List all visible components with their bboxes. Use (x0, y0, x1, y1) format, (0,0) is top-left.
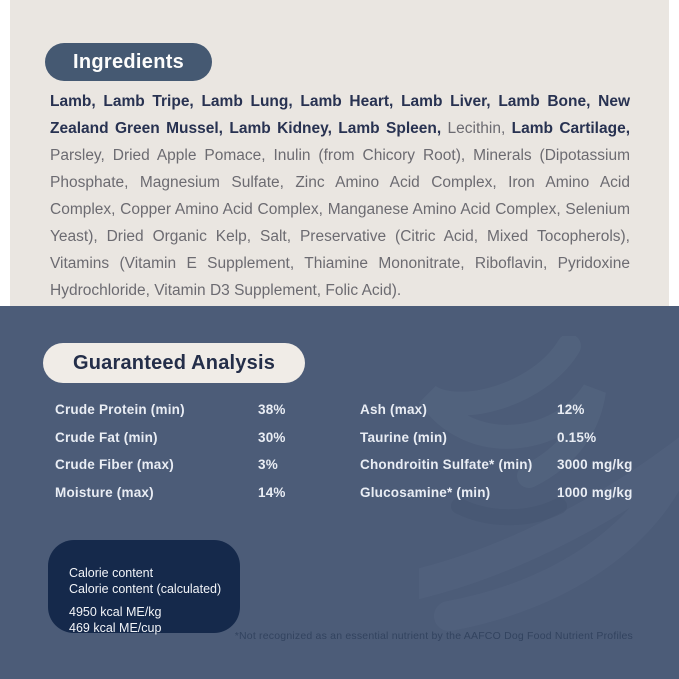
analysis-row: Crude Fiber (max) 3% (55, 457, 360, 473)
aafco-footnote: *Not recognized as an essential nutrient… (234, 630, 633, 642)
ingredients-paragraph: Lamb, Lamb Tripe, Lamb Lung, Lamb Heart,… (50, 88, 630, 304)
analysis-row: Crude Fat (min) 30% (55, 430, 360, 446)
analysis-value: 0.15% (557, 429, 597, 445)
analysis-table: Crude Protein (min) 38% Crude Fat (min) … (55, 402, 639, 512)
ingredients-badge-label: Ingredients (73, 50, 185, 73)
analysis-label: Crude Fat (min) (55, 429, 158, 445)
analysis-value: 3000 mg/kg (557, 457, 633, 472)
ingredients-segment: Lamb, Lamb Tripe, Lamb Lung, Lamb Heart,… (50, 93, 630, 137)
analysis-label: Crude Fiber (max) (55, 457, 174, 472)
analysis-row: Ash (max) 12% (360, 402, 639, 418)
guaranteed-analysis-badge-label: Guaranteed Analysis (73, 351, 276, 374)
calorie-values: 4950 kcal ME/kg 469 kcal ME/cup (69, 604, 240, 636)
analysis-row: Moisture (max) 14% (55, 485, 360, 501)
analysis-value: 30% (258, 429, 286, 445)
calorie-value-kg: 4950 kcal ME/kg (69, 605, 162, 619)
ingredients-section: Ingredients Lamb, Lamb Tripe, Lamb Lung,… (10, 0, 669, 306)
calorie-content-line: Calorie content (calculated) (69, 582, 222, 596)
analysis-value: 14% (258, 484, 286, 500)
calorie-value-cup: 469 kcal ME/cup (69, 621, 162, 635)
ingredients-segment: Lecithin, (447, 120, 512, 137)
analysis-value: 3% (258, 457, 278, 472)
guaranteed-analysis-badge: Guaranteed Analysis (43, 343, 306, 383)
analysis-column-left: Crude Protein (min) 38% Crude Fat (min) … (55, 402, 360, 512)
guaranteed-analysis-section: Guaranteed Analysis Crude Protein (min) … (0, 306, 679, 679)
analysis-label: Crude Protein (min) (55, 402, 185, 417)
analysis-label: Ash (max) (360, 402, 428, 417)
analysis-row: Chondroitin Sulfate* (min) 3000 mg/kg (360, 457, 639, 473)
ingredients-badge: Ingredients (45, 43, 213, 81)
ingredients-segment: Parsley, Dried Apple Pomace, Inulin (fro… (50, 147, 630, 299)
analysis-label: Moisture (max) (55, 484, 154, 500)
analysis-row: Crude Protein (min) 38% (55, 402, 360, 418)
analysis-label: Glucosamine* (min) (360, 484, 491, 500)
calorie-content-box: Calorie content Calorie content (calcula… (48, 540, 240, 636)
analysis-column-right: Ash (max) 12% Taurine (min) 0.15% Chondr… (360, 402, 639, 512)
analysis-label: Chondroitin Sulfate* (min) (360, 457, 533, 472)
analysis-label: Taurine (min) (360, 429, 448, 445)
analysis-row: Taurine (min) 0.15% (360, 430, 639, 446)
calorie-content-line: Calorie content (69, 566, 154, 580)
analysis-row: Glucosamine* (min) 1000 mg/kg (360, 485, 639, 501)
analysis-value: 38% (258, 402, 286, 417)
ingredients-segment: Lamb Cartilage, (511, 120, 630, 137)
analysis-value: 12% (557, 402, 585, 417)
analysis-value: 1000 mg/kg (557, 484, 633, 500)
